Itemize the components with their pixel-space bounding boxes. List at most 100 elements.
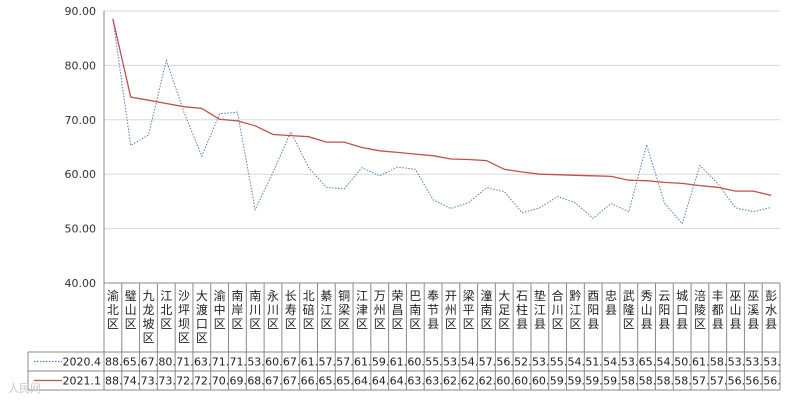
series-line: [112, 18, 772, 225]
data-table-value: 53.: [745, 356, 763, 369]
x-category-label: 涪陵区: [694, 288, 706, 331]
data-table-value: 61.: [354, 356, 372, 369]
data-table-value: 54.: [656, 356, 674, 369]
data-table: 渝北区璧山区九龙坡区江北区沙坪坝区大渡口区渝中区南岸区南川区永川区长寿区北碚区綦…: [27, 11, 781, 391]
data-table-value: 70.: [212, 375, 230, 388]
x-category-label: 渝中区: [214, 288, 226, 331]
data-table-value: 53.: [247, 356, 265, 369]
data-table-value: 65.: [123, 356, 141, 369]
data-table-value: 62.: [443, 375, 461, 388]
data-table-value: 60.: [407, 356, 425, 369]
x-category-label: 开州区: [445, 289, 457, 331]
data-table-value: 59.: [585, 375, 603, 388]
data-table-value: 57.: [692, 375, 710, 388]
data-table-value: 64.: [372, 375, 390, 388]
y-tick-label: 60.00: [65, 168, 97, 181]
data-table-value: 53.: [443, 356, 461, 369]
y-axis: 40.00 50.00 60.00 70.00 80.00 90.00: [65, 5, 97, 290]
data-table-value: 67.: [141, 356, 159, 369]
y-tick-label: 40.00: [65, 277, 97, 290]
data-table-value: 57.: [710, 375, 728, 388]
data-table-value: 88.: [105, 356, 123, 369]
data-table-value: 62.: [461, 375, 479, 388]
watermark: 人民网: [8, 382, 41, 395]
x-category-label: 云阳县: [658, 289, 670, 331]
data-table-value: 52.: [514, 356, 532, 369]
data-table-value: 65.: [639, 356, 657, 369]
data-table-value: 61.: [390, 356, 408, 369]
data-table-value: 54.: [461, 356, 479, 369]
gridlines: [104, 10, 780, 230]
x-category-label: 巫山县: [730, 289, 742, 331]
data-table-value: 73.: [158, 375, 176, 388]
data-table-value: 53.: [621, 356, 639, 369]
x-category-label: 大足区: [498, 289, 510, 331]
data-table-value: 54.: [568, 356, 586, 369]
data-table-value: 71.: [230, 356, 248, 369]
x-category-label: 城口县: [676, 289, 688, 331]
x-category-label: 江北区: [160, 289, 172, 331]
x-category-label: 武隆区: [623, 289, 635, 331]
x-category-label: 綦江区: [320, 289, 332, 331]
data-table-value: 50.: [674, 356, 692, 369]
data-table-value: 80.: [158, 356, 176, 369]
x-category-label: 璧山区: [125, 288, 137, 331]
x-category-label: 酉阳县: [587, 289, 599, 331]
y-tick-label: 90.00: [65, 5, 97, 18]
data-table-value: 53.: [532, 356, 550, 369]
data-table-value: 63.: [407, 375, 425, 388]
data-table-value: 61.: [301, 356, 319, 369]
x-category-label: 垫江县: [534, 288, 546, 331]
data-table-value: 72.: [176, 375, 194, 388]
data-table-value: 54.: [603, 356, 621, 369]
data-table-value: 67.: [283, 356, 301, 369]
data-table-value: 60.: [496, 375, 514, 388]
x-category-label: 南岸区: [231, 288, 243, 331]
x-category-label: 丰都县: [712, 289, 724, 331]
x-category-label: 奉节县: [427, 289, 439, 331]
data-table-value: 60.: [265, 356, 283, 369]
data-table-value: 69.: [230, 375, 248, 388]
data-table-value: 74.: [123, 375, 141, 388]
data-table-value: 67.: [283, 375, 301, 388]
x-category-label: 忠县: [605, 289, 617, 317]
data-table-value: 88.: [105, 375, 123, 388]
x-category-label: 大渡口区: [196, 289, 208, 345]
x-category-label: 江津区: [356, 289, 368, 331]
data-table-value: 58.: [621, 375, 639, 388]
series-line: [112, 19, 772, 197]
data-table-value: 65.: [336, 375, 354, 388]
data-table-value: 64.: [354, 375, 372, 388]
data-table-value: 53.: [728, 356, 746, 369]
data-table-value: 71.: [176, 356, 194, 369]
x-category-label: 长寿区: [285, 289, 297, 331]
x-category-label: 彭水县: [765, 289, 777, 331]
data-table-value: 59.: [603, 375, 621, 388]
x-category-label: 秀山县: [641, 289, 653, 331]
x-category-label: 万州区: [374, 289, 386, 331]
data-table-value: 63.: [425, 375, 443, 388]
x-category-label: 潼南区: [480, 288, 492, 331]
data-table-value: 72.: [194, 375, 212, 388]
data-table-value: 56.: [763, 375, 781, 388]
data-table-value: 58.: [710, 356, 728, 369]
data-table-value: 64.: [390, 375, 408, 388]
data-table-value: 57.: [318, 356, 336, 369]
data-table-value: 62.: [479, 375, 497, 388]
series-lines: [112, 18, 772, 225]
x-category-label: 铜梁区: [338, 288, 350, 331]
data-table-value: 59.: [550, 375, 568, 388]
data-table-value: 59.: [568, 375, 586, 388]
x-category-label: 石柱县: [516, 289, 528, 331]
data-table-value: 58.: [674, 375, 692, 388]
y-tick-label: 80.00: [65, 59, 97, 72]
x-category-label: 渝北区: [107, 288, 119, 331]
data-table-value: 57.: [479, 356, 497, 369]
y-tick-label: 70.00: [65, 114, 97, 127]
data-table-value: 67.: [265, 375, 283, 388]
data-table-value: 60.: [514, 375, 532, 388]
data-table-value: 60.: [532, 375, 550, 388]
x-category-label: 永川区: [267, 289, 279, 331]
data-table-value: 59.: [372, 356, 390, 369]
